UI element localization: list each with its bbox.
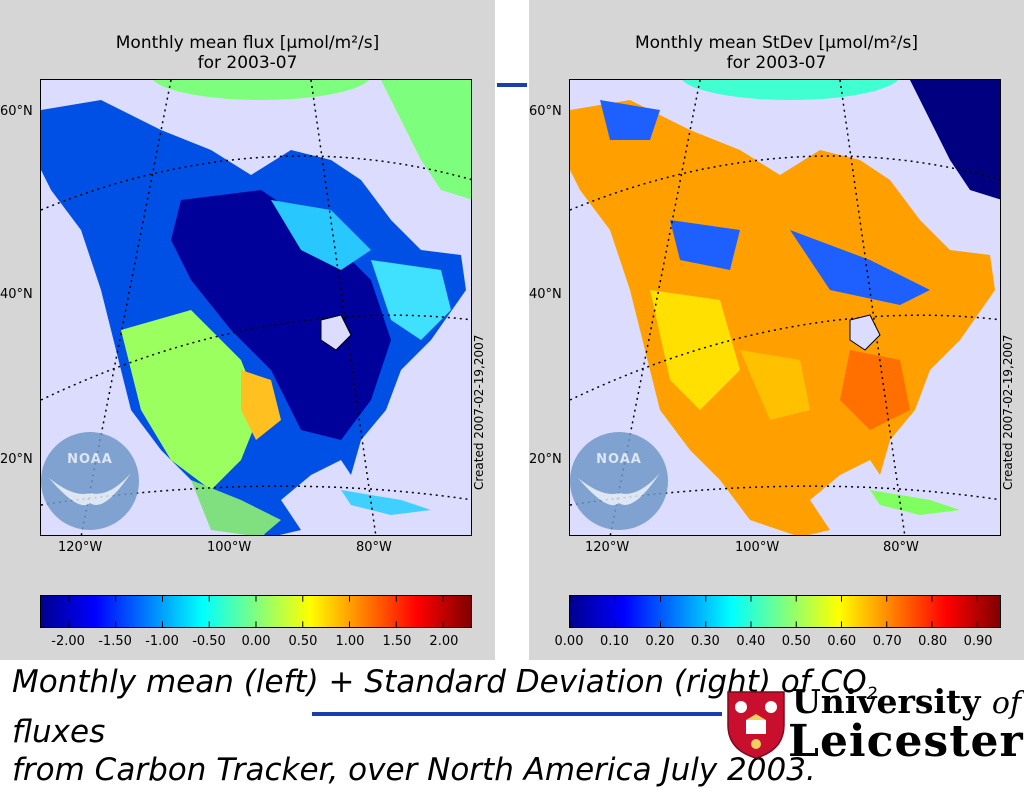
colorbar-tick-label: 0.10 bbox=[599, 634, 629, 649]
colorbar-tick-label: 0.00 bbox=[554, 634, 584, 649]
lat-label-40: 40°N bbox=[0, 287, 33, 302]
lon-label-80w: 80°W bbox=[883, 540, 919, 555]
stdev-colorbar bbox=[569, 595, 1001, 628]
lon-label-100w: 100°W bbox=[207, 540, 252, 555]
caption-line1-text: Monthly mean (left) + Standard Deviation… bbox=[12, 664, 867, 700]
university-crest-icon bbox=[727, 691, 785, 759]
noaa-logo-text: NOAA bbox=[67, 452, 113, 467]
lat-label-20: 20°N bbox=[529, 452, 562, 467]
noaa-logo: NOAA bbox=[41, 432, 139, 530]
caption-line1-end: fluxes bbox=[12, 714, 106, 751]
map-subtitle: for 2003-07 bbox=[726, 53, 827, 73]
lat-label-60: 60°N bbox=[0, 104, 33, 119]
colorbar-tick-label: 0.50 bbox=[781, 634, 811, 649]
logo-university: University of bbox=[792, 682, 1022, 721]
lat-label-20: 20°N bbox=[0, 452, 33, 467]
accent-line bbox=[312, 712, 722, 716]
map-title: Monthly mean flux [μmol/m²/s] bbox=[115, 33, 380, 53]
colorbar-tick-label: -1.50 bbox=[98, 634, 132, 649]
lat-label-40: 40°N bbox=[529, 287, 562, 302]
noaa-logo-text: NOAA bbox=[596, 452, 642, 467]
colorbar-tick-label: 1.50 bbox=[382, 634, 412, 649]
lat-label-60: 60°N bbox=[529, 104, 562, 119]
colorbar-tick-label: 0.20 bbox=[645, 634, 675, 649]
colorbar-tick-label: -1.00 bbox=[145, 634, 179, 649]
colorbar-tick-label: 0.80 bbox=[918, 634, 948, 649]
colorbar-tick-label: 0.50 bbox=[288, 634, 318, 649]
lon-label-120w: 120°W bbox=[58, 540, 103, 555]
colorbar-tick-label: 0.00 bbox=[241, 634, 271, 649]
logo-leicester: Leicester bbox=[788, 716, 1024, 767]
map-subtitle: for 2003-07 bbox=[197, 53, 298, 73]
created-stamp: Created 2007-02-19,2007 bbox=[1001, 334, 1015, 490]
colorbar-tick-label: 0.30 bbox=[690, 634, 720, 649]
colorbar-tick-label: -2.00 bbox=[51, 634, 85, 649]
lon-label-80w: 80°W bbox=[356, 540, 392, 555]
lon-label-100w: 100°W bbox=[735, 540, 780, 555]
flux-map-panel: Monthly mean flux [μmol/m²/s] for 2003-0… bbox=[0, 0, 495, 660]
stdev-map bbox=[569, 79, 1001, 536]
created-stamp: Created 2007-02-19,2007 bbox=[472, 334, 486, 490]
colorbar-tick-label: 1.00 bbox=[335, 634, 365, 649]
lon-label-120w: 120°W bbox=[585, 540, 630, 555]
colorbar-tick-label: 0.90 bbox=[963, 634, 993, 649]
flux-colorbar bbox=[40, 595, 472, 628]
colorbar-tick-label: 2.00 bbox=[429, 634, 459, 649]
colorbar-tick-label: 0.40 bbox=[736, 634, 766, 649]
stdev-map-panel: Monthly mean StDev [μmol/m²/s] for 2003-… bbox=[529, 0, 1024, 660]
accent-dash bbox=[497, 83, 527, 87]
colorbar-tick-label: -0.50 bbox=[192, 634, 226, 649]
colorbar-tick-label: 0.70 bbox=[872, 634, 902, 649]
caption-line2: from Carbon Tracker, over North America … bbox=[12, 752, 816, 789]
flux-map bbox=[40, 79, 472, 536]
noaa-logo: NOAA bbox=[570, 432, 668, 530]
colorbar-tick-label: 0.60 bbox=[827, 634, 857, 649]
caption-subscript: 2 bbox=[866, 684, 878, 705]
map-title: Monthly mean StDev [μmol/m²/s] bbox=[634, 33, 918, 53]
